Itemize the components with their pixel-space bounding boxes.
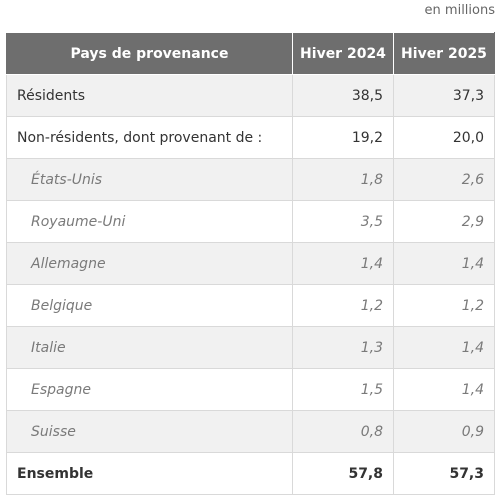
value-2025: 20,0 (393, 116, 495, 159)
row-label: Non-résidents, dont provenant de : (6, 116, 293, 159)
table-row: États-Unis 1,8 2,6 (6, 158, 495, 201)
value-2025: 1,4 (393, 242, 495, 285)
value-2025: 2,6 (393, 158, 495, 201)
value-2025: 1,2 (393, 284, 495, 327)
row-label: Royaume-Uni (6, 200, 293, 243)
value-2024: 38,5 (292, 74, 394, 117)
value-2025: 1,4 (393, 326, 495, 369)
table-header-row: Pays de provenance Hiver 2024 Hiver 2025 (6, 32, 495, 75)
unit-note: en millions (424, 3, 495, 18)
value-2024: 0,8 (292, 410, 394, 453)
value-2024: 1,4 (292, 242, 394, 285)
table-row: Suisse 0,8 0,9 (6, 410, 495, 453)
header-country: Pays de provenance (6, 32, 293, 75)
table-row: Belgique 1,2 1,2 (6, 284, 495, 327)
value-2024: 19,2 (292, 116, 394, 159)
table-row-total: Ensemble 57,8 57,3 (6, 452, 495, 495)
header-winter-2025: Hiver 2025 (393, 32, 495, 75)
table-row: Résidents 38,5 37,3 (6, 74, 495, 117)
row-label: Italie (6, 326, 293, 369)
table-row: Espagne 1,5 1,4 (6, 368, 495, 411)
row-label: Belgique (6, 284, 293, 327)
value-2024: 1,2 (292, 284, 394, 327)
row-label: Suisse (6, 410, 293, 453)
data-table: Pays de provenance Hiver 2024 Hiver 2025… (6, 32, 495, 495)
row-label: Ensemble (6, 452, 293, 495)
value-2025: 57,3 (393, 452, 495, 495)
row-label: Résidents (6, 74, 293, 117)
value-2024: 57,8 (292, 452, 394, 495)
value-2024: 1,3 (292, 326, 394, 369)
value-2024: 3,5 (292, 200, 394, 243)
value-2025: 1,4 (393, 368, 495, 411)
table-row: Allemagne 1,4 1,4 (6, 242, 495, 285)
value-2024: 1,5 (292, 368, 394, 411)
table-row: Royaume-Uni 3,5 2,9 (6, 200, 495, 243)
value-2024: 1,8 (292, 158, 394, 201)
row-label: Espagne (6, 368, 293, 411)
value-2025: 2,9 (393, 200, 495, 243)
table-row: Non-résidents, dont provenant de : 19,2 … (6, 116, 495, 159)
row-label: États-Unis (6, 158, 293, 201)
value-2025: 0,9 (393, 410, 495, 453)
row-label: Allemagne (6, 242, 293, 285)
table-row: Italie 1,3 1,4 (6, 326, 495, 369)
header-winter-2024: Hiver 2024 (292, 32, 394, 75)
value-2025: 37,3 (393, 74, 495, 117)
